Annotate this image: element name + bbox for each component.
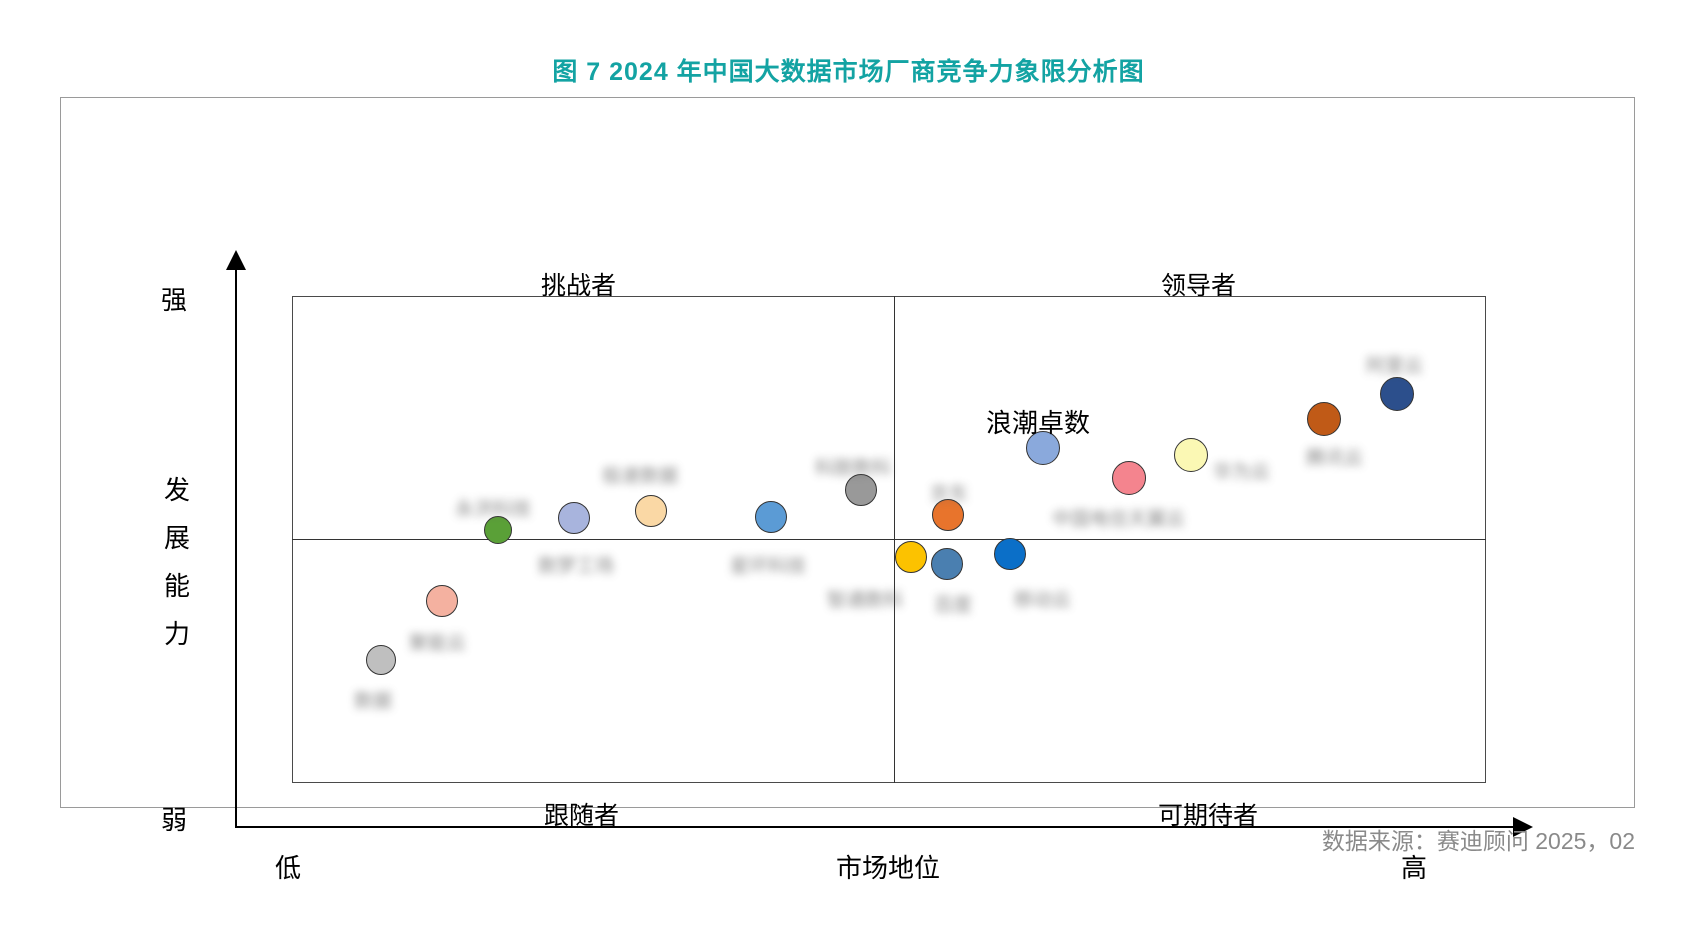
data-point xyxy=(558,502,590,534)
data-point-label: 浪潮卓数 xyxy=(986,408,1091,438)
data-point-label: 百度 xyxy=(934,595,973,616)
y-axis-high-label: 强 xyxy=(161,285,188,315)
data-point-label: 极速数据 xyxy=(602,466,679,487)
data-point xyxy=(1174,438,1208,472)
data-point-label: 腾讯云 xyxy=(1306,448,1364,469)
quadrant-label-expectable: 可期待者 xyxy=(1158,802,1259,830)
data-point xyxy=(895,541,927,573)
x-axis-line xyxy=(235,826,1515,828)
y-axis-title: 发展能力 xyxy=(161,466,193,658)
x-axis-high-label: 高 xyxy=(1401,853,1428,883)
data-point xyxy=(994,538,1026,570)
y-axis-title-char-0: 发 xyxy=(163,475,190,505)
data-point-label: 数据 xyxy=(354,691,393,712)
data-point xyxy=(1380,377,1414,411)
data-point xyxy=(845,474,877,506)
data-point-label: 移动云 xyxy=(1014,590,1072,611)
data-point-label: 中国电信天翼云 xyxy=(1052,509,1186,530)
data-point xyxy=(635,495,667,527)
x-axis-low-label: 低 xyxy=(275,853,302,883)
data-point xyxy=(932,499,964,531)
quadrant-label-leader: 领导者 xyxy=(1161,272,1237,300)
data-point xyxy=(484,516,512,544)
data-point-label: 京东 xyxy=(930,484,969,505)
figure-frame: 强 弱 发展能力 低 市场地位 高 挑战者 领导者 跟随者 可期待者 数据 聚能云… xyxy=(60,97,1635,883)
data-point-label: 数梦工场 xyxy=(538,556,615,577)
y-axis-title-char-2: 能 xyxy=(163,571,190,601)
quadrant-label-challenger: 挑战者 xyxy=(541,272,617,300)
data-point-label: 阿里云 xyxy=(1366,356,1424,377)
data-point xyxy=(1026,431,1060,465)
data-point xyxy=(1307,402,1341,436)
y-axis-line xyxy=(235,266,237,828)
quadrant-label-follower: 跟随者 xyxy=(544,802,620,830)
data-point-label: 智通数科 xyxy=(827,590,904,611)
x-axis-arrow-icon xyxy=(1513,817,1533,837)
y-axis-arrow-icon xyxy=(226,250,246,270)
data-point-label: 永洪科技 xyxy=(455,499,532,520)
data-point xyxy=(1112,461,1146,495)
y-axis-title-char-3: 力 xyxy=(163,619,190,649)
data-point-label: 华为云 xyxy=(1213,462,1271,483)
data-point xyxy=(366,645,396,675)
data-point-label: 聚能云 xyxy=(409,633,467,654)
data-point xyxy=(426,585,458,617)
data-point xyxy=(755,501,787,533)
data-point-label: 科脱数科 xyxy=(815,458,892,479)
y-axis-low-label: 弱 xyxy=(161,805,188,835)
y-axis-title-char-1: 展 xyxy=(163,523,190,553)
quadrant-divider-horizontal xyxy=(292,539,1486,540)
data-point xyxy=(931,548,963,580)
page-title: 图 7 2024 年中国大数据市场厂商竞争力象限分析图 xyxy=(552,58,1145,86)
source-note: 数据来源：赛迪顾问 2025，02 xyxy=(1321,828,1635,854)
data-point-label: 星环科技 xyxy=(730,556,807,577)
x-axis-title: 市场地位 xyxy=(836,853,941,883)
